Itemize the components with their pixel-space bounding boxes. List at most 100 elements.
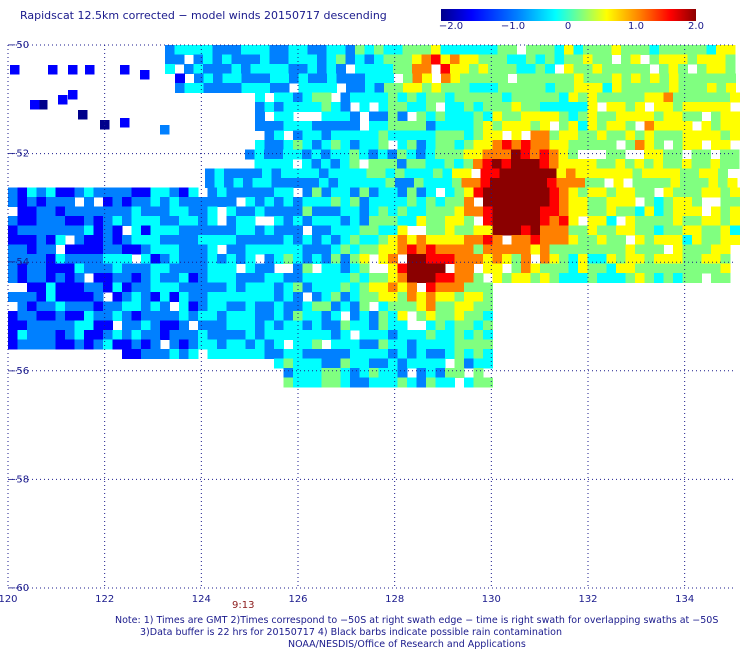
data-cell [205,178,215,188]
data-cell [445,330,455,340]
data-cell [397,121,408,131]
data-cell [473,282,484,293]
data-cell [283,197,294,207]
data-cell [464,187,474,198]
data-cell [431,45,441,55]
data-cell [368,149,379,160]
data-cell [730,197,740,207]
data-cell [720,149,730,160]
data-cell [587,121,598,131]
data-cell [203,73,214,84]
data-cell [711,244,721,255]
data-cell [521,121,531,131]
data-cell [388,311,398,321]
data-cell [612,73,622,84]
data-cell [423,168,434,179]
swath-time-label: 9:13 [232,600,255,611]
data-cell [260,73,271,84]
data-cell [644,92,655,103]
data-cell [46,301,56,312]
data-cell [597,273,607,283]
data-cell [621,64,631,74]
data-cell [393,83,404,93]
data-cell [226,206,237,217]
data-cell [606,225,617,236]
data-cell [673,102,683,112]
data-cell [460,73,470,84]
data-cell [545,64,555,74]
data-cell [350,368,360,378]
data-cell [193,54,204,65]
data-cell [473,225,484,236]
data-cell [692,263,702,274]
data-cell [483,111,493,122]
data-cell [716,54,726,65]
data-cell [642,178,652,188]
data-cell [445,121,455,131]
data-cell [321,149,331,160]
data-cell [317,64,327,74]
data-cell [583,54,593,65]
data-cell [537,178,548,188]
data-cell [207,292,218,302]
data-cell [141,254,151,264]
data-cell [490,178,500,188]
data-cell [122,235,132,245]
data-cell [131,263,142,274]
data-cell [359,368,370,378]
data-cell [682,187,693,198]
data-cell [416,254,427,264]
data-cell [526,83,537,93]
data-cell [36,273,47,283]
data-cell [283,206,294,217]
data-cell [526,54,536,65]
data-cell [369,330,379,340]
data-cell [302,273,313,283]
data-cell [687,45,698,55]
data-cell [388,368,398,378]
data-cell [331,121,341,131]
data-cell [17,235,28,245]
data-cell [407,349,417,359]
data-cell [668,54,679,65]
data-cell [283,92,294,103]
data-cell [169,339,180,350]
data-cell [270,73,280,84]
data-cell [274,92,284,103]
data-cell [426,273,436,283]
data-cell [680,178,690,188]
data-cell [435,263,446,274]
data-cell [350,130,360,141]
data-cell [568,235,579,245]
data-cell [478,54,489,65]
data-cell [338,178,348,188]
data-cell [587,187,598,198]
data-cell [141,301,151,312]
data-cell [578,206,588,217]
data-cell [131,320,142,331]
data-cell [697,64,707,74]
data-cell [160,292,170,302]
data-cell [654,130,664,141]
data-cell [331,377,341,388]
data-cell [407,339,417,350]
data-cell [350,282,360,293]
data-cell [498,73,508,84]
data-cell [592,54,603,65]
data-cell [213,73,223,84]
data-cell [103,320,113,331]
data-cell [568,254,579,264]
data-cell [559,216,569,226]
data-cell [397,349,408,359]
data-cell [692,235,702,245]
data-cell [602,83,613,93]
data-cell [321,320,332,331]
data-cell [122,206,132,217]
data-cell [483,216,493,226]
data-cell [302,311,313,321]
data-cell [555,83,565,93]
data-cell [184,64,194,74]
data-cell [17,263,28,274]
data-cell [84,320,94,331]
data-cell [141,311,151,321]
